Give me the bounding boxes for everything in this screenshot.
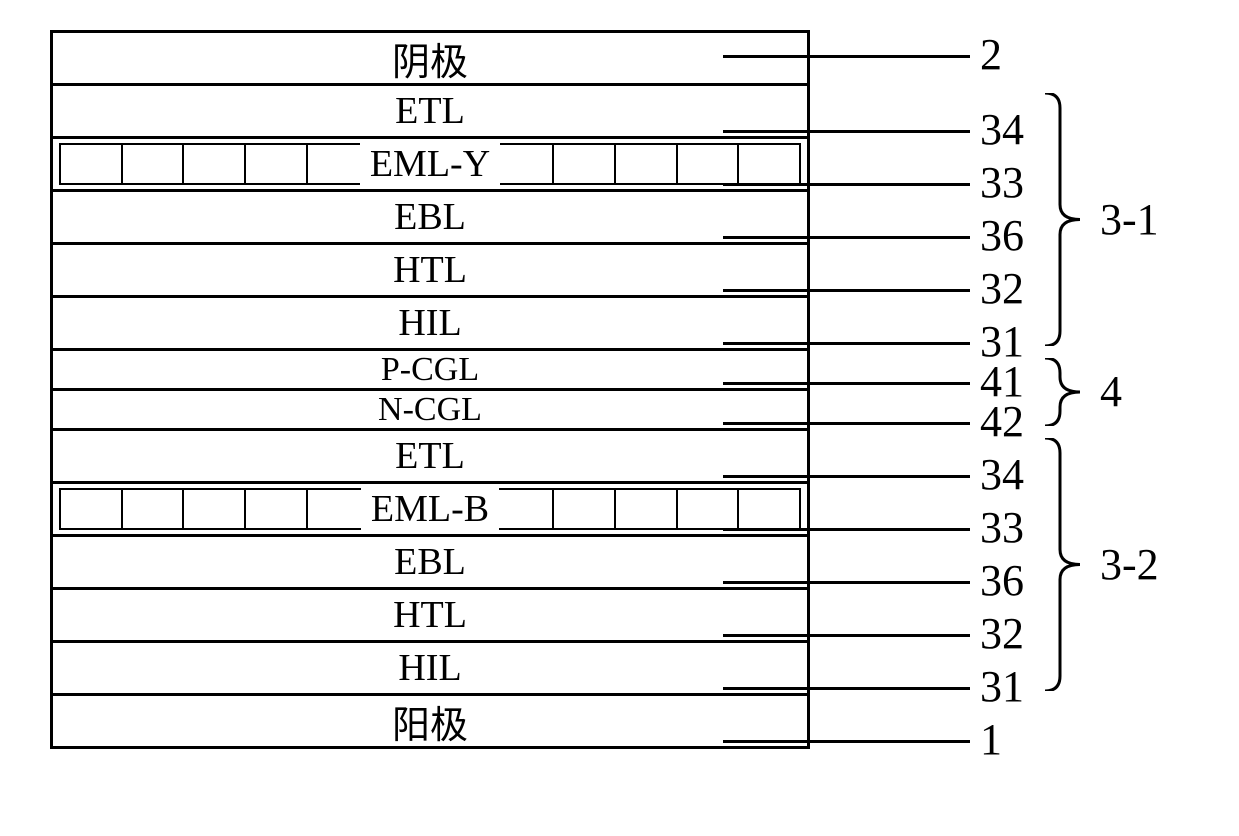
layer-emlb: EML-B [53, 484, 807, 537]
layer-anode: 阳极 [53, 696, 807, 749]
ref-label-34: 34 [980, 104, 1024, 155]
brace [1040, 438, 1090, 691]
layer-label-text: EBL [394, 195, 466, 239]
leader-line [723, 687, 970, 690]
layer-hil1: HIL [53, 298, 807, 351]
ref-label-31: 31 [980, 661, 1024, 712]
layer-label-text: EML-B [361, 487, 499, 531]
diagram-root: 阴极ETLEML-YEBLHTLHILP-CGLN-CGLETLEML-BEBL… [30, 30, 1209, 806]
layer-etl1: ETL [53, 86, 807, 139]
layer-ncgl: N-CGL [53, 391, 807, 431]
ref-label-36: 36 [980, 555, 1024, 606]
group-label-3-2: 3-2 [1100, 539, 1159, 590]
ref-label-33: 33 [980, 502, 1024, 553]
layer-hil2: HIL [53, 643, 807, 696]
leader-line [723, 740, 970, 743]
ref-label-1: 1 [980, 714, 1002, 765]
leader-line [723, 342, 970, 345]
layer-emly: EML-Y [53, 139, 807, 192]
layer-stack: 阴极ETLEML-YEBLHTLHILP-CGLN-CGLETLEML-BEBL… [50, 30, 810, 749]
leader-line [723, 289, 970, 292]
ref-label-2: 2 [980, 29, 1002, 80]
leader-line [723, 422, 970, 425]
leader-line [723, 382, 970, 385]
layer-etl2: ETL [53, 431, 807, 484]
leader-line [723, 581, 970, 584]
layer-pcgl: P-CGL [53, 351, 807, 391]
layer-label-text: HIL [398, 301, 461, 345]
ref-label-36: 36 [980, 210, 1024, 261]
group-label-3-1: 3-1 [1100, 194, 1159, 245]
ref-label-42: 42 [980, 396, 1024, 447]
leader-line [723, 130, 970, 133]
layer-label-text: ETL [395, 434, 465, 478]
layer-label-text: ETL [395, 89, 465, 133]
layer-htl1: HTL [53, 245, 807, 298]
layer-cathode: 阴极 [53, 33, 807, 86]
leader-line [723, 236, 970, 239]
layer-label-text: HTL [393, 593, 467, 637]
brace [1040, 358, 1090, 426]
layer-ebl1: EBL [53, 192, 807, 245]
layer-htl2: HTL [53, 590, 807, 643]
layer-label-text: EBL [394, 540, 466, 584]
ref-label-32: 32 [980, 263, 1024, 314]
brace [1040, 93, 1090, 346]
leader-line [723, 475, 970, 478]
layer-label-text: HIL [398, 646, 461, 690]
layer-ebl2: EBL [53, 537, 807, 590]
layer-label-text: 阳极 [392, 694, 468, 749]
layer-label-text: P-CGL [381, 351, 479, 389]
ref-label-34: 34 [980, 449, 1024, 500]
layer-label: EML-B [53, 484, 807, 534]
layer-label-text: N-CGL [378, 391, 482, 429]
layer-label-text: EML-Y [360, 142, 500, 186]
leader-line [723, 634, 970, 637]
group-label-4: 4 [1100, 366, 1122, 417]
layer-label: EML-Y [53, 139, 807, 189]
layer-label-text: HTL [393, 248, 467, 292]
ref-label-32: 32 [980, 608, 1024, 659]
ref-label-33: 33 [980, 157, 1024, 208]
leader-line [723, 55, 970, 58]
layer-label-text: 阴极 [392, 31, 468, 86]
